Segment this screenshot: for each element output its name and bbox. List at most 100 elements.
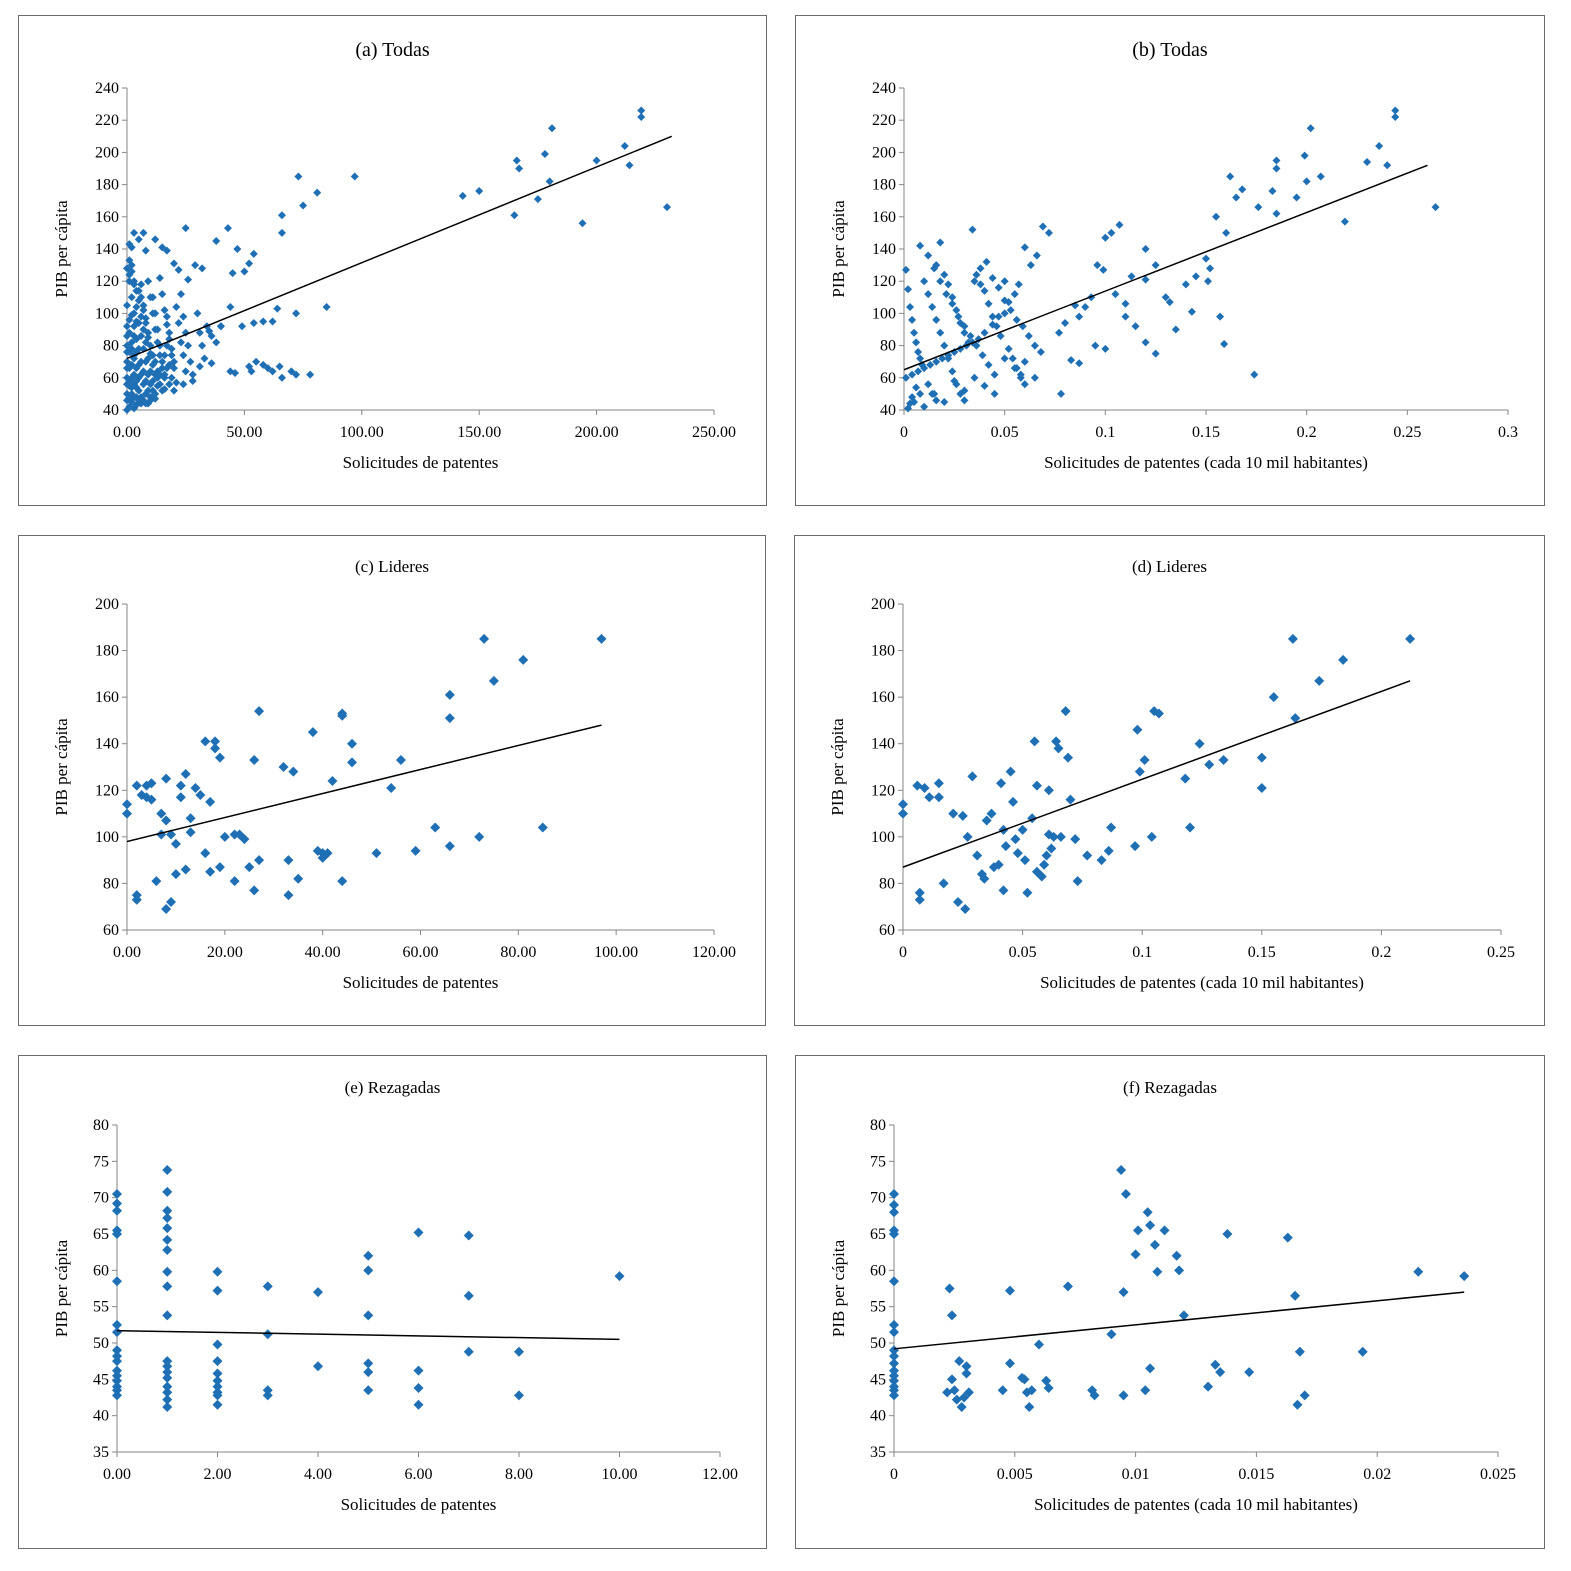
data-point [185, 827, 196, 838]
data-point [134, 360, 143, 369]
data-point [249, 319, 258, 328]
x-tick-label: 2.00 [204, 1466, 232, 1483]
data-point [972, 270, 981, 279]
data-point [153, 338, 162, 347]
data-point [515, 164, 524, 173]
data-point [984, 299, 993, 308]
x-tick-label: 0.15 [1248, 944, 1276, 961]
data-point [162, 1165, 173, 1176]
data-point [1016, 370, 1025, 379]
data-point [134, 386, 143, 395]
y-tick-label: 140 [872, 241, 896, 258]
data-point [212, 1381, 223, 1392]
y-tick-label: 40 [870, 1408, 886, 1425]
x-tick-label: 100.00 [594, 944, 638, 961]
data-point [195, 328, 204, 337]
data-point [1063, 752, 1074, 763]
data-point [1010, 290, 1019, 299]
data-point [996, 331, 1005, 340]
data-point [1171, 325, 1180, 334]
data-point [363, 1367, 374, 1378]
data-point [1222, 228, 1231, 237]
data-point [904, 404, 913, 413]
data-point [322, 302, 331, 311]
data-point [155, 273, 164, 282]
data-point [288, 766, 299, 777]
data-point [932, 315, 941, 324]
data-point [262, 1390, 273, 1401]
x-tick-label: 0.05 [1009, 944, 1037, 961]
data-point [134, 286, 143, 295]
x-axis-label: Solicitudes de patentes (cada 10 mil hab… [1044, 453, 1368, 472]
y-tick-label: 45 [93, 1371, 109, 1388]
y-tick-label: 180 [95, 643, 119, 660]
data-point [1000, 277, 1009, 286]
data-point [1116, 1165, 1127, 1176]
data-point [1043, 785, 1054, 796]
data-point [1290, 713, 1301, 724]
y-tick-label: 60 [103, 922, 119, 939]
data-point [944, 354, 953, 363]
data-point [294, 172, 303, 181]
data-point [908, 315, 917, 324]
data-point [249, 885, 260, 896]
data-point [158, 357, 167, 366]
data-point [313, 1287, 323, 1298]
data-point [540, 150, 549, 159]
data-point [889, 1319, 899, 1330]
data-point [292, 309, 301, 318]
y-tick-label: 80 [870, 1117, 886, 1134]
data-point [1272, 156, 1281, 165]
data-point [637, 106, 646, 115]
x-axis-label: Solicitudes de patentes (cada 10 mil hab… [1040, 973, 1364, 992]
trend-line [116, 1329, 620, 1341]
data-point [970, 373, 979, 382]
data-point [162, 1367, 173, 1378]
y-tick-label: 120 [871, 782, 895, 799]
data-point [938, 878, 949, 889]
data-point [146, 778, 157, 789]
data-point [889, 1365, 899, 1376]
data-point [1181, 280, 1190, 289]
data-point [151, 394, 160, 403]
data-point [1203, 1381, 1214, 1392]
data-point [963, 1387, 974, 1398]
data-point [207, 331, 216, 340]
data-point [1032, 251, 1041, 260]
data-point [292, 370, 301, 379]
data-point [174, 319, 183, 328]
data-point [997, 1385, 1008, 1396]
x-tick-label: 0.3 [1498, 424, 1518, 441]
data-point [327, 775, 338, 786]
data-point [982, 257, 991, 266]
data-point [210, 736, 221, 747]
data-point [926, 360, 935, 369]
data-point [1036, 348, 1045, 357]
data-point [1272, 209, 1281, 218]
data-point [961, 1361, 972, 1372]
data-point [219, 831, 230, 842]
data-point [275, 362, 284, 371]
data-point [1026, 1385, 1037, 1396]
data-point [190, 782, 201, 793]
data-point [347, 757, 358, 768]
data-point [1101, 233, 1110, 242]
data-point [1096, 855, 1107, 866]
data-point [1134, 766, 1145, 777]
x-tick-label: 8.00 [505, 1466, 533, 1483]
data-point [1244, 1367, 1255, 1378]
data-point [1204, 759, 1215, 770]
y-tick-label: 35 [93, 1444, 109, 1461]
data-point [162, 1266, 173, 1277]
data-point [990, 389, 999, 398]
y-tick-label: 80 [880, 338, 896, 355]
x-tick-label: 4.00 [304, 1466, 332, 1483]
data-point [1012, 848, 1023, 859]
data-point [916, 241, 925, 250]
data-point [306, 370, 315, 379]
data-point [940, 270, 949, 279]
data-point [1405, 633, 1416, 644]
data-point [592, 156, 601, 165]
data-point [363, 1310, 374, 1321]
data-point [130, 331, 139, 340]
